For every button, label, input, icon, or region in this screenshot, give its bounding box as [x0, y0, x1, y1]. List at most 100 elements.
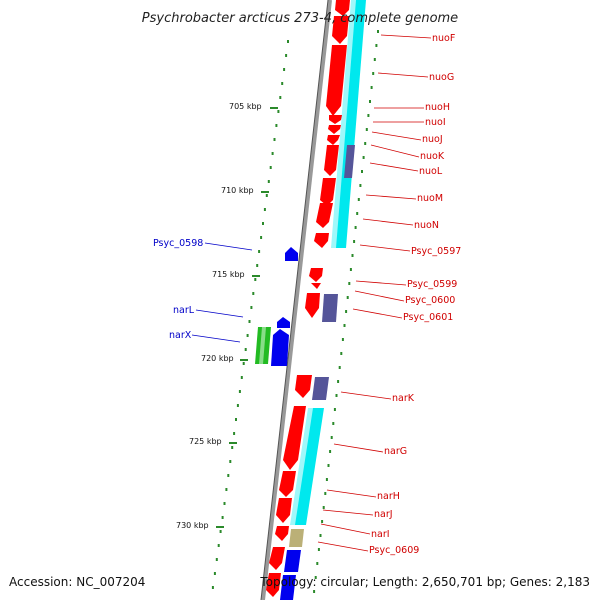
leader-line — [359, 244, 411, 252]
leader-line — [317, 541, 369, 552]
gene-label-nuoK[interactable]: nuoK — [420, 151, 445, 162]
gene-narG[interactable] — [283, 406, 306, 470]
gene-Psyc_0600[interactable] — [305, 293, 320, 318]
leader-line — [354, 290, 405, 302]
gene-narX[interactable] — [271, 329, 289, 366]
gene-narI-domain — [289, 529, 304, 547]
topology-label: Topology: circular; Length: 2,650,701 bp… — [259, 575, 590, 589]
gc-dot — [313, 590, 316, 593]
gene-next[interactable] — [266, 573, 281, 597]
gene-label-nuoJ[interactable]: nuoJ — [422, 134, 443, 145]
genome-backbone — [261, 0, 332, 600]
gene-nuoJ[interactable] — [327, 135, 340, 145]
gene-label-nuoL[interactable]: nuoL — [419, 166, 443, 177]
gc-dot — [348, 282, 351, 285]
gene-nuoF[interactable] — [332, 16, 349, 44]
gc-dot — [283, 68, 286, 71]
leader-line — [191, 334, 241, 343]
gc-dot — [351, 254, 354, 257]
gc-dot — [279, 96, 282, 99]
gene-nuoG[interactable] — [326, 45, 347, 116]
leader-line — [320, 523, 371, 535]
gene-label-Psyc_0597[interactable]: Psyc_0597 — [411, 246, 461, 257]
accession-label: Accession: NC_007204 — [9, 575, 145, 589]
gene-Psyc_0599[interactable] — [309, 268, 323, 282]
gene-label-Psyc_0601[interactable]: Psyc_0601 — [403, 312, 453, 323]
gene-narH[interactable] — [279, 471, 296, 497]
gc-dot — [361, 170, 363, 173]
kbp-label: 725 kbp — [189, 437, 222, 446]
gc-dot — [322, 506, 325, 509]
leader-line — [322, 509, 374, 516]
gene-narJ[interactable] — [276, 498, 292, 523]
left-leader-lines — [191, 242, 253, 343]
gene-label-narH[interactable]: narH — [377, 491, 400, 502]
gene-label-narK[interactable]: narK — [392, 393, 415, 404]
gene-nuoM[interactable] — [320, 178, 336, 206]
gene-label-nuoF[interactable]: nuoF — [432, 33, 455, 44]
gc-dot — [369, 100, 371, 103]
gc-dot — [256, 264, 259, 267]
gc-dot — [277, 110, 280, 113]
gene-nuoE[interactable] — [335, 0, 350, 16]
gc-dot — [332, 422, 335, 425]
gc-dot — [269, 166, 272, 169]
gc-skew-track — [211, 30, 379, 593]
gene-Psyc_0599b[interactable] — [311, 283, 321, 289]
gc-dot — [329, 450, 332, 453]
gc-dot — [353, 240, 356, 243]
gene-label-nuoG[interactable]: nuoG — [429, 72, 454, 83]
gc-dot — [265, 194, 268, 197]
gene-narI[interactable] — [275, 526, 289, 541]
gc-dot — [229, 460, 232, 463]
gene-nuoN[interactable] — [316, 203, 333, 228]
gc-dot — [217, 544, 220, 547]
gc-dot — [319, 534, 322, 537]
gene-nuoH[interactable] — [329, 115, 342, 124]
gene-label-narI[interactable]: narI — [371, 529, 390, 540]
gc-dot — [285, 54, 288, 57]
gc-dot — [333, 408, 336, 411]
gc-dot — [357, 198, 360, 201]
gene-label-nuoM[interactable]: nuoM — [417, 193, 443, 204]
gene-label-Psyc_0599[interactable]: Psyc_0599 — [407, 279, 457, 290]
gc-dot — [340, 352, 343, 355]
gc-dot — [246, 334, 249, 337]
gene-narL[interactable] — [277, 317, 290, 328]
gene-narK[interactable] — [295, 375, 312, 398]
gc-dot — [349, 268, 352, 271]
gene-next-blue[interactable] — [280, 575, 296, 600]
gc-dot — [356, 212, 359, 215]
gene-label-nuoH[interactable]: nuoH — [425, 102, 450, 113]
gene-label-narX[interactable]: narX — [169, 330, 192, 341]
gene-Psyc_0601[interactable] — [322, 294, 338, 322]
gene-label-narG[interactable]: narG — [384, 446, 407, 457]
gene-nuoK-L[interactable] — [324, 145, 339, 176]
gene-label-nuoI[interactable]: nuoI — [425, 117, 446, 128]
gene-label-narJ[interactable]: narJ — [374, 509, 393, 520]
gc-dot — [316, 562, 319, 565]
gene-label-Psyc_0609[interactable]: Psyc_0609 — [369, 545, 419, 556]
gene-Psyc_0609[interactable] — [269, 547, 285, 570]
gene-Psyc_0598[interactable] — [285, 247, 298, 261]
gene-Psyc_0597[interactable] — [314, 233, 329, 248]
gc-dot — [242, 362, 245, 365]
right-gene-labels: nuoF nuoG nuoH nuoI nuoJ nuoK nuoL nuoM … — [369, 33, 461, 556]
gene-nuoI[interactable] — [328, 125, 341, 134]
gc-dot — [223, 502, 226, 505]
gc-dot — [373, 58, 376, 61]
gc-dot — [287, 40, 289, 43]
gc-dot — [337, 380, 340, 383]
leader-line — [333, 443, 384, 453]
gene-Psyc_0609-blue[interactable] — [284, 550, 301, 572]
cds-band — [290, 0, 366, 525]
gene-label-nuoN[interactable]: nuoN — [414, 220, 439, 231]
gene-label-Psyc_0600[interactable]: Psyc_0600 — [405, 295, 455, 306]
gc-dot — [240, 376, 243, 379]
leader-line — [377, 72, 429, 78]
right-leader-lines — [317, 34, 432, 552]
gene-label-narL[interactable]: narL — [173, 305, 195, 316]
gene-label-Psyc_0598[interactable]: Psyc_0598 — [153, 238, 203, 249]
gc-dot — [275, 124, 278, 127]
